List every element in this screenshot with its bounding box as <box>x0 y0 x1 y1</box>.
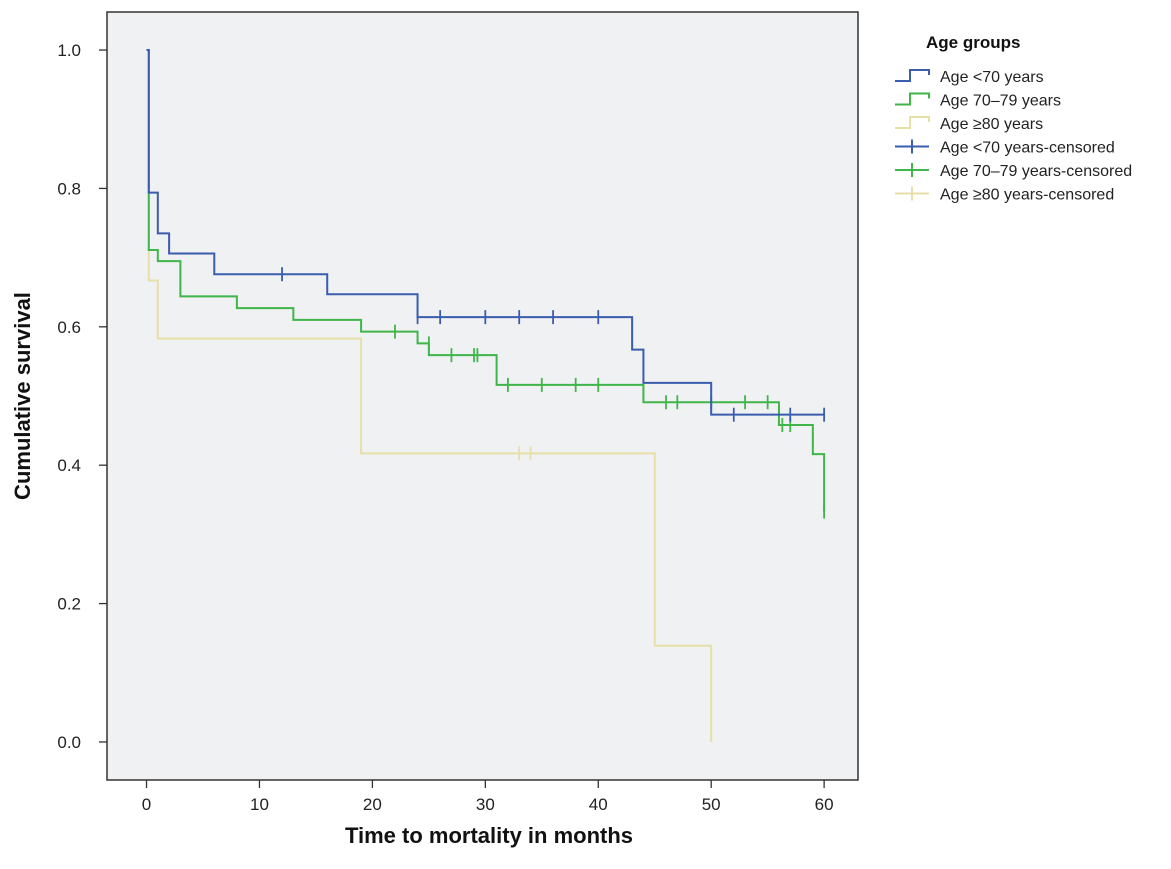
y-tick-label: 1.0 <box>57 41 81 60</box>
y-tick-label: 0.8 <box>57 179 81 198</box>
legend-label: Age ≥80 years-censored <box>940 187 1114 204</box>
legend-label: Age <70 years <box>940 69 1044 86</box>
y-tick-label: 0.0 <box>57 733 81 752</box>
x-axis-title: Time to mortality in months <box>345 823 633 848</box>
legend-line-swatch <box>895 92 930 106</box>
legend-entry: Age <70 years <box>895 69 1044 86</box>
legend-label: Age 70–79 years-censored <box>940 163 1132 180</box>
legend-label: Age 70–79 years <box>940 93 1061 110</box>
plot-area <box>106 11 859 781</box>
y-axis-title: Cumulative survival <box>10 292 35 500</box>
legend-entry: Age ≥80 years <box>895 116 1043 133</box>
y-tick-label: 0.6 <box>57 318 81 337</box>
legend-line-swatch <box>895 116 930 129</box>
y-tick-label: 0.4 <box>57 456 81 475</box>
x-tick-label: 50 <box>702 795 721 814</box>
legend-line-swatch <box>895 69 930 82</box>
legend-entry: Age 70–79 years-censored <box>895 163 1132 180</box>
legend-entry: Age 70–79 years <box>895 92 1061 110</box>
legend-label: Age ≥80 years <box>940 116 1043 133</box>
x-tick-label: 30 <box>476 795 495 814</box>
x-tick-label: 0 <box>142 795 151 814</box>
legend-entry: Age ≥80 years-censored <box>895 186 1114 204</box>
x-tick-label: 10 <box>250 795 269 814</box>
legend-title: Age groups <box>926 33 1020 52</box>
legend: Age groups Age <70 years Age 70–79 years A… <box>895 33 1132 204</box>
survival-curve-series-0 <box>146 49 825 416</box>
x-tick-label: 20 <box>363 795 382 814</box>
x-tick-label: 40 <box>589 795 608 814</box>
y-tick-label: 0.2 <box>57 595 81 614</box>
axes-layer: 0 10 20 30 40 50 60 0.0 0.2 0.4 0.6 0.8 1.0 <box>57 41 833 814</box>
legend-entry: Age <70 years-censored <box>895 139 1115 157</box>
x-tick-label: 60 <box>815 795 834 814</box>
legend-label: Age <70 years-censored <box>940 140 1115 157</box>
survival-curve-series-1 <box>146 49 826 512</box>
series-layer <box>146 49 826 742</box>
